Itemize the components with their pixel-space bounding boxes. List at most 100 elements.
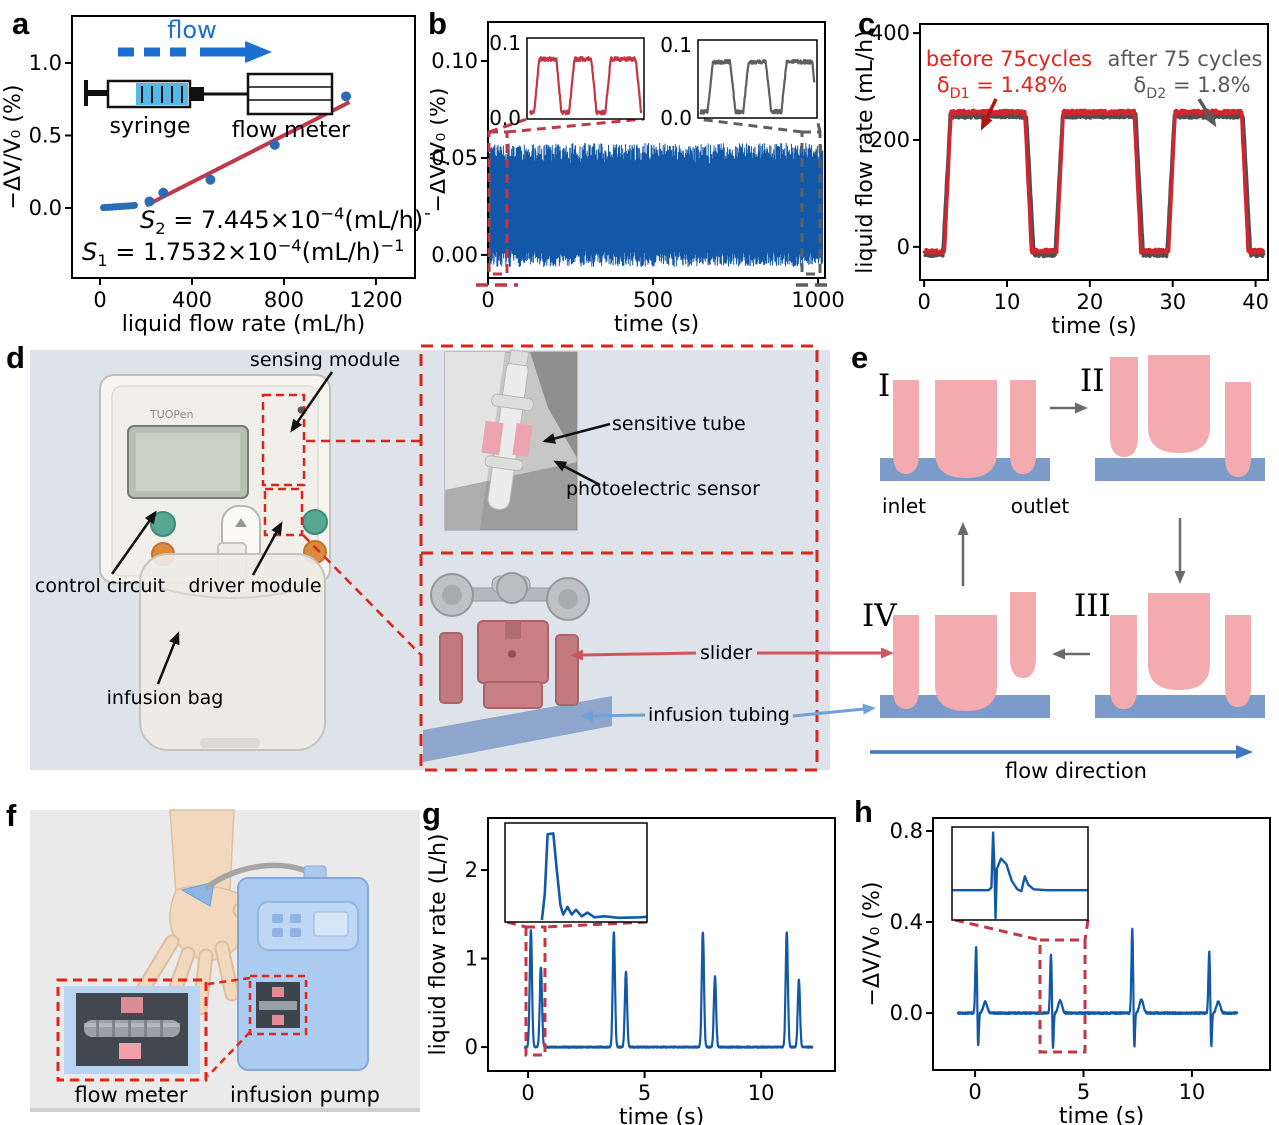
annotation-line <box>506 920 527 929</box>
panel-h-signal-pulse-chart: 0 5 10 0.0 0.4 0.8 time (s) −ΔV/V₀ (%) <box>860 817 1271 1125</box>
infusion-pump-label: infusion pump <box>230 1083 380 1107</box>
annotation-text: S1 = 1.7532×10−4(mL/h)−1 <box>82 236 405 270</box>
flow-meter-photo <box>64 986 200 1074</box>
x-tick-label: 40 <box>1242 290 1269 314</box>
x-tick-label: 0 <box>521 1081 534 1105</box>
up-arrow-key-icon <box>235 518 247 527</box>
callout-connector-bottom <box>302 534 422 656</box>
flow-meter-pad-bottom <box>119 1043 141 1059</box>
y-tick-label: 0.0 <box>890 1001 923 1025</box>
data-point <box>341 91 352 102</box>
data-point <box>144 196 155 207</box>
x-tick-label: 20 <box>1076 290 1103 314</box>
annotation-line <box>697 117 803 134</box>
x-axis-label: time (s) <box>1059 1104 1144 1125</box>
y-tick-label: 0.05 <box>431 146 478 170</box>
annotation-text: 0.1 <box>660 33 692 57</box>
infusion-bag-label: infusion bag <box>107 687 224 709</box>
state-II <box>1095 355 1265 481</box>
center-slider-IV <box>935 615 997 711</box>
x-tick-label: 1000 <box>791 288 844 312</box>
panel-letter-h: h <box>854 794 873 829</box>
flow-meter-pad-top <box>121 997 143 1013</box>
panel-letter-a: a <box>12 6 30 41</box>
state-I <box>880 380 1050 481</box>
outlet-finger-IV <box>1010 592 1036 678</box>
x-tick-label: 0 <box>93 288 106 312</box>
panel-letter-f: f <box>6 798 17 833</box>
pump-button-2 <box>272 928 283 937</box>
y-axis-label: liquid flow rate (L/h) <box>426 834 451 1056</box>
x-tick-label: 1200 <box>349 288 402 312</box>
photoelectric-sensor-arrow <box>553 460 601 487</box>
annotation-rect <box>84 80 88 106</box>
x-tick-label: 0 <box>481 288 494 312</box>
x-tick-label: 800 <box>264 288 304 312</box>
annotation-line <box>1083 919 1090 941</box>
y-axis-label: −ΔV/V₀ (%) <box>430 88 451 213</box>
infusion-bag-shape <box>139 553 326 751</box>
outlet-label: outlet <box>1011 494 1070 518</box>
y-tick-label: 0.4 <box>890 910 923 934</box>
annotation-text: 0.0 <box>489 106 521 130</box>
annotation-rect <box>190 87 204 101</box>
inset-bg <box>505 823 647 922</box>
y-tick-label: 0.0 <box>29 196 62 220</box>
y-axis-label: −ΔV/V₀ (%) <box>1 85 26 210</box>
pump-button-1 <box>272 914 283 923</box>
y-tick-label: 0.5 <box>29 123 62 147</box>
annotation-text: before 75cycles <box>926 47 1092 71</box>
slider-arm-right <box>555 634 579 706</box>
zoom-inset-box <box>419 344 819 772</box>
x-tick-label: 0 <box>968 1080 981 1104</box>
panel-letter-b: b <box>428 6 447 41</box>
menu-button <box>302 509 328 535</box>
y-tick-label: 0.10 <box>431 49 478 73</box>
annotation-line <box>984 98 998 121</box>
annotation-text: flow meter <box>232 118 351 143</box>
plot-frame <box>951 826 1089 921</box>
pump-button-3 <box>290 914 301 923</box>
sensing-module-label: sensing module <box>250 349 400 371</box>
state-III <box>1095 593 1265 718</box>
sensitive-tube-label: sensitive tube <box>612 413 746 435</box>
inset-bg <box>527 38 644 119</box>
panel-f-application-render: flow meter infusion pump <box>30 809 420 1112</box>
infusion-tubing-label: infusion tubing <box>648 704 790 726</box>
plot-frame <box>504 822 648 923</box>
x-axis-label: liquid flow rate (mL/h) <box>122 312 365 337</box>
flow-meter-zoom-box <box>56 978 208 1082</box>
data-point <box>205 174 216 185</box>
infusion-pump-photo: TUOPen <box>99 374 331 751</box>
panel-letter-g: g <box>422 796 441 831</box>
y-tick-label: 200 <box>870 128 910 152</box>
panel-letter-d: d <box>6 340 25 375</box>
sensitive-tube-arrow <box>542 422 611 444</box>
device-screen-glass <box>136 433 240 491</box>
arrowhead <box>1203 111 1217 128</box>
device-brand: TUOPen <box>149 408 193 421</box>
center-slider-III <box>1148 593 1210 690</box>
pump-button-4 <box>290 928 301 937</box>
data-series <box>523 929 814 1049</box>
arrowhead <box>980 115 993 131</box>
numeral-III: III <box>1074 588 1111 624</box>
flow-meter-mini-photo <box>256 982 300 1028</box>
outlet-finger-III <box>1225 615 1251 707</box>
annotation-line <box>544 920 648 929</box>
driver-module-callout-box <box>263 487 304 537</box>
annotation-text: syringe <box>109 114 190 139</box>
annotation-rect <box>800 130 822 276</box>
outlet-finger-II <box>1225 382 1251 477</box>
x-tick-label: 10 <box>748 1081 775 1105</box>
plot-frame <box>526 37 645 120</box>
slider-foot <box>483 681 543 709</box>
x-axis-label: time (s) <box>619 1105 704 1125</box>
infusion-pump-render <box>237 877 369 1071</box>
plot-frame <box>487 817 836 1072</box>
annotation-text: after 75 cycles <box>1108 47 1263 71</box>
plot-frame <box>71 15 416 279</box>
annotation-rect <box>88 90 108 96</box>
annotation-text: 0.1 <box>489 31 521 55</box>
data-series <box>699 58 816 115</box>
